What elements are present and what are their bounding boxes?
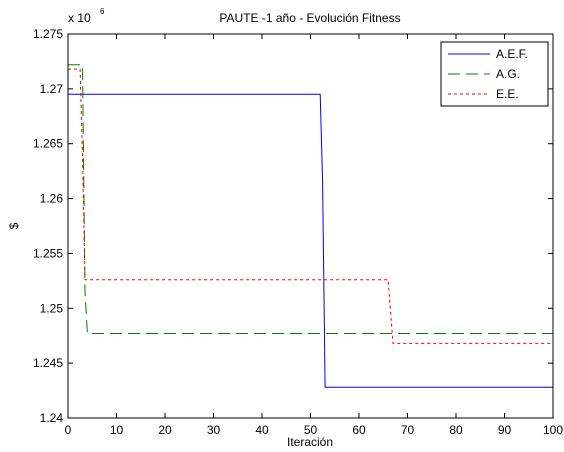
x-tick-label: 100 xyxy=(543,423,563,437)
y-multiplier-label: x 10 xyxy=(68,11,91,25)
ticks-layer: 0 10 20 30 40 50 60 70 80 90 100 1.24 1.245 1.25 1.255… xyxy=(33,27,563,437)
x-tick-label: 40 xyxy=(255,423,269,437)
y-tick-label: 1.27 xyxy=(40,82,64,96)
y-tick-label: 1.26 xyxy=(40,192,64,206)
x-tick-label: 60 xyxy=(352,423,366,437)
y-multiplier-exponent: 6 xyxy=(100,7,105,16)
legend-label-0: A.E.F. xyxy=(496,47,528,61)
legend-label-1: A.G. xyxy=(496,67,520,81)
y-tick-label: 1.265 xyxy=(33,137,63,151)
x-tick-label: 70 xyxy=(401,423,415,437)
legend-label-2: E.E. xyxy=(496,87,519,101)
x-tick-label: 0 xyxy=(65,423,72,437)
x-tick-label: 20 xyxy=(158,423,172,437)
x-axis-label: Iteración xyxy=(287,435,333,449)
x-tick-label: 90 xyxy=(498,423,512,437)
y-tick-label: 1.245 xyxy=(33,356,63,370)
y-tick-label: 1.255 xyxy=(33,246,63,260)
y-tick-label: 1.24 xyxy=(40,411,64,425)
legend: A.E.F. A.G. E.E. xyxy=(440,41,549,107)
y-axis-label: $ xyxy=(7,222,21,229)
y-tick-label: 1.275 xyxy=(33,27,63,41)
x-tick-label: 80 xyxy=(449,423,463,437)
x-tick-label: 10 xyxy=(110,423,124,437)
x-tick-label: 30 xyxy=(207,423,221,437)
series-line-2 xyxy=(68,68,553,344)
y-tick-label: 1.25 xyxy=(40,301,64,315)
series-line-1 xyxy=(68,64,553,334)
series-line-0 xyxy=(68,93,553,388)
x-tick-label: 50 xyxy=(304,423,318,437)
series-layer xyxy=(68,64,553,388)
chart-title: PAUTE -1 año - Evolución Fitness xyxy=(219,11,400,25)
